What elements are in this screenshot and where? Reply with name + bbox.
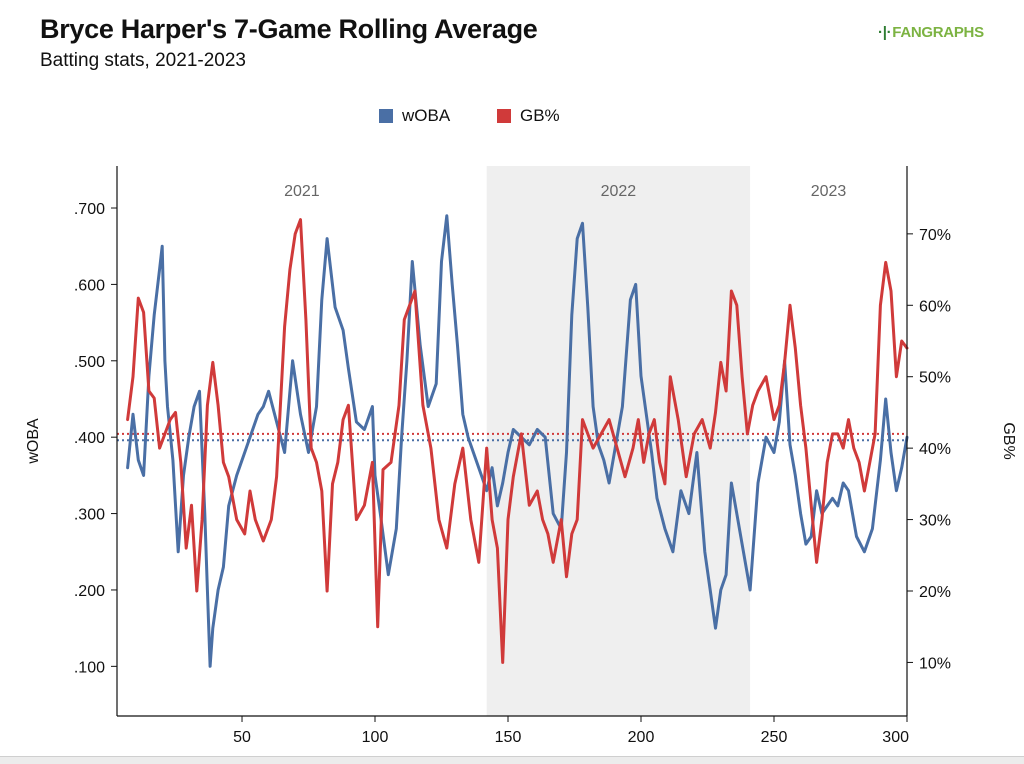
legend-swatch-woba	[379, 109, 393, 123]
chart-subtitle: Batting stats, 2021-2023	[40, 50, 246, 71]
bottom-scroll-bar	[0, 756, 1024, 764]
y-left-tick-label: .700	[74, 201, 105, 218]
legend-label-woba: wOBA	[402, 106, 451, 125]
x-tick-label: 100	[362, 729, 389, 746]
fangraphs-logo-text: FANGRAPHS	[892, 24, 984, 41]
legend-swatch-gb	[497, 109, 511, 123]
season-labels: 2021 2022 2023	[284, 183, 846, 200]
y-right-tick-label: 50%	[919, 370, 951, 387]
season-label-2021: 2021	[284, 183, 320, 200]
y-left-tick-label: .400	[74, 430, 105, 447]
legend-item-gb[interactable]: GB%	[497, 106, 560, 126]
season-label-2023: 2023	[811, 183, 847, 200]
x-tick-label: 300	[882, 729, 909, 746]
x-tick-label: 150	[495, 729, 522, 746]
chart-legend: wOBA GB%	[0, 106, 1024, 130]
x-axis-ticks: 50 100 150 200 250 300	[233, 716, 909, 746]
y-left-axis-ticks: .100 .200 .300 .400 .500 .600 .700	[74, 201, 117, 676]
y-right-axis-ticks: 10% 20% 30% 40% 50% 60% 70%	[907, 227, 951, 672]
y-right-tick-label: 40%	[919, 441, 951, 458]
series-lines	[126, 214, 909, 668]
fangraphs-logo-mark: ·|·	[878, 24, 892, 41]
y-left-tick-label: .200	[74, 583, 105, 600]
series-line-gb	[126, 218, 909, 664]
y-left-tick-label: .100	[74, 659, 105, 676]
y-right-tick-label: 30%	[919, 513, 951, 530]
legend-item-woba[interactable]: wOBA	[379, 106, 450, 126]
y-left-axis-title: wOBA	[25, 418, 42, 465]
y-right-tick-label: 10%	[919, 655, 951, 672]
x-tick-label: 200	[628, 729, 655, 746]
y-right-tick-label: 20%	[919, 584, 951, 601]
y-left-tick-label: .600	[74, 277, 105, 294]
legend-label-gb: GB%	[520, 106, 560, 125]
y-right-tick-label: 70%	[919, 227, 951, 244]
y-left-tick-label: .300	[74, 507, 105, 524]
axes	[116, 166, 908, 717]
fangraphs-logo: ·|·FANGRAPHS	[878, 24, 984, 41]
x-tick-label: 250	[761, 729, 788, 746]
y-right-tick-label: 60%	[919, 298, 951, 315]
x-tick-label: 50	[233, 729, 251, 746]
y-left-tick-label: .500	[74, 354, 105, 371]
y-right-axis-title: GB%	[1000, 422, 1017, 459]
chart-title: Bryce Harper's 7-Game Rolling Average	[40, 14, 538, 44]
season-label-2022: 2022	[601, 183, 637, 200]
